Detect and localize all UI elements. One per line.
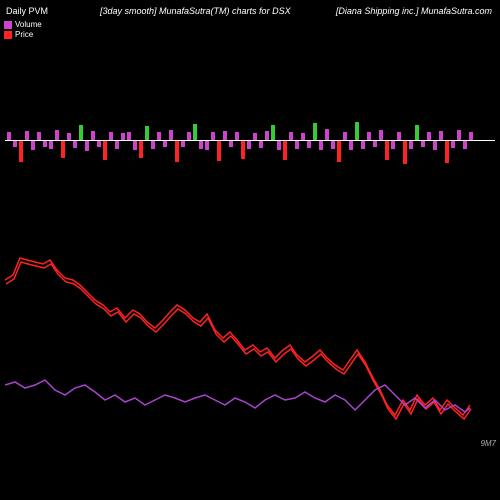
title-center: [3day smooth] MunafaSutra(TM) charts for… [100, 6, 291, 16]
line-series [5, 250, 475, 485]
title-right: [Diana Shipping inc.] MunafaSutra.com [336, 6, 492, 16]
annotation-label: 9M7 [480, 439, 496, 448]
legend-item: Price [4, 30, 42, 39]
chart-header: Daily PVM [3day smooth] MunafaSutra(TM) … [0, 6, 500, 46]
legend-label: Price [15, 30, 33, 39]
legend: VolumePrice [4, 20, 42, 40]
volume-axis [5, 140, 495, 141]
legend-item: Volume [4, 20, 42, 29]
title-left: Daily PVM [6, 6, 48, 16]
volume-chart [5, 115, 495, 165]
legend-swatch [4, 21, 12, 29]
legend-label: Volume [15, 20, 42, 29]
line-chart [5, 250, 475, 485]
legend-swatch [4, 31, 12, 39]
